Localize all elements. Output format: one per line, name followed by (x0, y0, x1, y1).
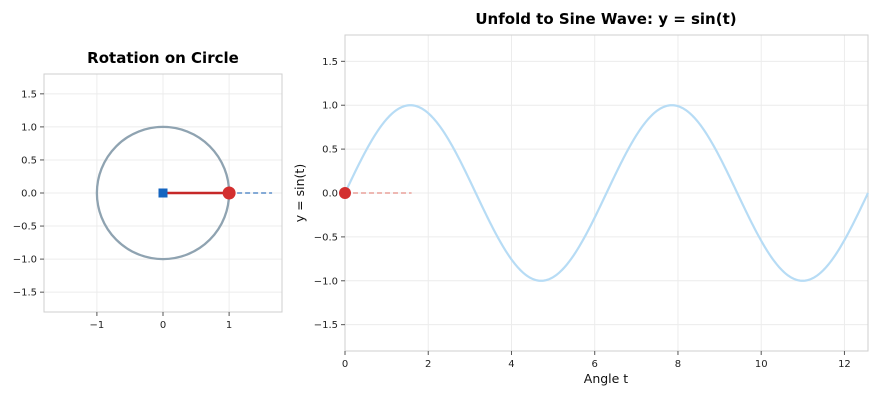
sine-chart-y-axis-label: y = sin(t) (292, 164, 307, 222)
circle-chart-y-tick-label: 0.0 (21, 189, 37, 200)
sine-chart-y-tick-label: 0.5 (322, 145, 338, 156)
sine-chart: Unfold to Sine Wave: y = sin(t) 0 2 4 6 8 10 1… (292, 10, 869, 386)
sine-chart-ticks: 0 2 4 6 8 10 12 −1.5 −1.0 −0.5 0.0 0.5 1.0 1.5 (314, 57, 851, 370)
circle-chart-y-tick-label: −1.0 (13, 255, 37, 266)
circle-chart-x-tick-label: 1 (226, 320, 232, 331)
sine-current-point (339, 187, 351, 199)
moving-point (222, 186, 236, 200)
circle-chart-y-tick-label: 1.5 (21, 89, 37, 100)
sine-chart-x-tick-label: 6 (592, 359, 598, 370)
sine-chart-marks (339, 104, 869, 282)
circle-chart-y-tick-label: 1.0 (21, 122, 37, 133)
sine-chart-y-tick-label: −1.5 (314, 320, 338, 331)
sine-curve (344, 104, 869, 282)
circle-chart-y-tick-label: 0.5 (21, 155, 37, 166)
circle-chart-x-tick-label: −1 (90, 320, 105, 331)
sine-chart-x-tick-label: 8 (675, 359, 681, 370)
sine-chart-x-tick-label: 4 (508, 359, 514, 370)
sine-chart-y-tick-label: −0.5 (314, 232, 338, 243)
circle-chart-title: Rotation on Circle (87, 49, 239, 67)
sine-chart-x-axis-label: Angle t (584, 371, 629, 386)
center-point (158, 188, 168, 198)
sine-chart-x-tick-label: 0 (342, 359, 348, 370)
circle-chart-marks (95, 125, 273, 261)
circle-chart-ticks: −1 0 1 −1.5 −1.0 −0.5 0.0 0.5 1.0 1.5 (13, 89, 233, 331)
sine-chart-y-tick-label: −1.0 (314, 276, 338, 287)
sine-chart-x-tick-label: 12 (838, 359, 851, 370)
sine-chart-y-tick-label: 0.0 (322, 189, 338, 200)
sine-chart-x-tick-label: 10 (755, 359, 768, 370)
sine-chart-x-tick-label: 2 (425, 359, 431, 370)
circle-chart-x-tick-label: 0 (160, 320, 166, 331)
sine-chart-y-tick-label: 1.5 (322, 57, 338, 68)
circle-chart-y-tick-label: −0.5 (13, 222, 37, 233)
circle-chart: Rotation on Circle −1 0 1 −1.5 −1.0 −0.5 0.0 0.… (13, 49, 283, 331)
sine-chart-title: Unfold to Sine Wave: y = sin(t) (475, 10, 736, 28)
circle-chart-y-tick-label: −1.5 (13, 288, 37, 299)
sine-chart-y-tick-label: 1.0 (322, 101, 338, 112)
